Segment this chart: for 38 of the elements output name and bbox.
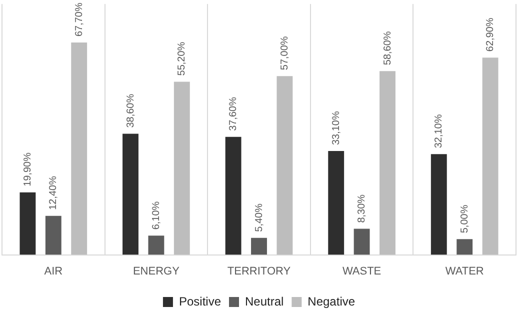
- x-tick-label: TERRITORY: [227, 265, 292, 278]
- data-label: 37,60%: [228, 96, 240, 131]
- data-label: 5,00%: [459, 204, 470, 234]
- data-label: 19,90%: [22, 152, 34, 186]
- data-label: 58,60%: [382, 31, 394, 66]
- data-label: 32,10%: [434, 114, 445, 148]
- bar: [225, 136, 242, 255]
- data-label: 5,40%: [254, 203, 265, 232]
- x-tick-label: ENERGY: [132, 265, 180, 278]
- legend-label: Negative: [308, 294, 356, 308]
- bar: [122, 134, 138, 255]
- data-label: 62,90%: [485, 18, 496, 52]
- x-tick-label: WASTE: [342, 265, 382, 278]
- data-label: 55,20%: [176, 42, 188, 76]
- bar: [174, 82, 190, 255]
- data-label: 8,30%: [356, 194, 368, 223]
- data-label: 67,70%: [74, 2, 85, 37]
- x-tick-label: AIR: [44, 265, 63, 278]
- bar: [328, 151, 344, 255]
- bar: [482, 58, 498, 255]
- legend-label: Neutral: [244, 294, 284, 308]
- bar: [380, 71, 396, 255]
- data-label: 57,00%: [279, 36, 290, 70]
- bar: [71, 42, 88, 255]
- data-label: 6,10%: [150, 201, 162, 230]
- bar: [276, 76, 293, 255]
- data-label: 33,10%: [330, 111, 342, 146]
- data-label: 12,40%: [48, 176, 60, 210]
- data-label: 38,60%: [125, 94, 136, 128]
- bar: [354, 228, 370, 255]
- bar: [251, 238, 267, 255]
- bar: [148, 236, 164, 255]
- x-tick-label: WATER: [445, 265, 484, 278]
- legend-label: Positive: [178, 294, 222, 308]
- bar: [430, 154, 447, 255]
- bar: [45, 216, 62, 255]
- bar: [20, 192, 36, 255]
- bar: [456, 239, 473, 255]
